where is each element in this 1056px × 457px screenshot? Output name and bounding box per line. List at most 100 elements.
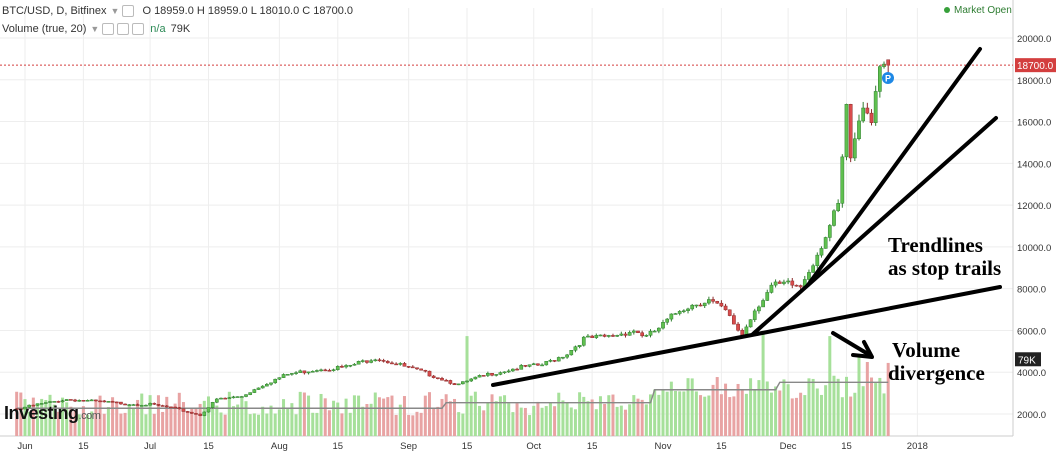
candle-body	[865, 107, 870, 114]
price-tick-label: 4000.0	[1017, 368, 1046, 379]
volume-bar	[69, 406, 73, 436]
trendline-2	[755, 285, 1002, 336]
volume-bar	[115, 401, 119, 436]
volume-moving-average	[16, 381, 889, 409]
candle-body	[619, 333, 624, 336]
candle-body	[98, 400, 102, 403]
volume-bar	[803, 395, 807, 436]
candle-body	[711, 299, 715, 302]
volume-bar	[302, 392, 306, 436]
volume-bar	[548, 402, 552, 436]
volume-bar	[269, 405, 273, 436]
candle-body	[456, 383, 461, 386]
volume-bar	[870, 377, 874, 436]
candle-body	[106, 401, 111, 403]
candle-body	[565, 354, 569, 358]
volume-bar	[211, 403, 215, 436]
candle-body	[682, 310, 686, 313]
candle-body	[302, 370, 307, 374]
volume-bar	[503, 395, 507, 436]
candle-body	[848, 104, 853, 159]
volume-bar	[232, 406, 235, 436]
volume-bar	[219, 412, 223, 436]
candle-body	[515, 368, 519, 371]
volume-bar	[753, 389, 757, 436]
volume-bar	[102, 413, 106, 436]
candle-body	[73, 399, 77, 402]
candle-body	[160, 405, 165, 407]
volume-bar	[653, 389, 657, 436]
volume-bar	[340, 413, 344, 436]
candle-body	[27, 404, 32, 408]
volume-close-button[interactable]	[132, 23, 145, 35]
volume-bar	[448, 401, 452, 436]
candle-body	[765, 292, 770, 301]
volume-bar	[319, 393, 323, 436]
candle-body	[114, 401, 119, 404]
candle-body	[169, 406, 173, 409]
volume-settings-button[interactable]	[117, 23, 130, 35]
volume-bar	[165, 396, 169, 436]
candle-body	[494, 374, 499, 376]
candle-body	[419, 368, 423, 371]
candle-body	[277, 377, 282, 380]
volume-bar	[719, 394, 723, 436]
price-tick-label: 6000.0	[1017, 326, 1046, 337]
volume-bar	[65, 402, 69, 436]
candle-body	[581, 336, 586, 346]
volume-bar	[56, 411, 60, 436]
candle-body	[331, 369, 336, 371]
volume-bar	[874, 383, 878, 436]
candle-body	[461, 381, 465, 385]
volume-bar	[790, 398, 794, 436]
volume-bar	[73, 410, 77, 436]
candle-body	[173, 406, 177, 409]
volume-bar	[369, 403, 373, 436]
candle-body	[148, 403, 152, 406]
candle-body	[94, 399, 98, 402]
candle-body	[623, 333, 628, 336]
candle-body	[827, 225, 832, 238]
candle-body	[31, 404, 36, 407]
candle-body	[110, 401, 115, 403]
volume-dropdown-icon[interactable]: ▼	[90, 24, 100, 34]
trendline-3	[751, 116, 998, 336]
volume-bar	[498, 396, 502, 436]
candle-body	[377, 359, 382, 362]
volume-bar	[724, 383, 728, 436]
candle-body	[773, 281, 778, 286]
time-tick-label: Jun	[17, 441, 32, 452]
volume-bar	[782, 379, 786, 436]
volume-bar	[119, 413, 123, 436]
symbol-dropdown-icon[interactable]: ▼	[110, 6, 120, 16]
candle-body	[644, 335, 649, 337]
volume-bar	[23, 399, 27, 436]
volume-bar	[161, 411, 165, 436]
volume-bar	[690, 378, 694, 436]
candle-body	[590, 335, 594, 338]
candle-body	[627, 332, 632, 336]
candle-body	[435, 377, 440, 379]
volume-bar	[290, 403, 294, 436]
candle-body	[840, 156, 845, 204]
volume-bar	[202, 400, 206, 436]
volume-bar	[415, 411, 419, 436]
candle-body	[265, 384, 269, 387]
volume-bar	[169, 406, 173, 436]
volume-bar	[540, 407, 544, 436]
candle-body	[290, 373, 294, 375]
volume-bar	[52, 404, 56, 436]
volume-bar	[398, 404, 402, 436]
volume-bar	[332, 400, 336, 436]
volume-bar	[440, 398, 444, 436]
symbol-settings-button[interactable]	[122, 5, 135, 17]
volume-visibility-button[interactable]	[102, 23, 115, 35]
volume-bar	[661, 389, 665, 436]
candle-body	[189, 411, 194, 414]
market-status-dot-icon	[944, 7, 950, 14]
volume-bar	[152, 413, 156, 436]
candle-body	[348, 364, 353, 367]
candle-body	[736, 323, 740, 331]
volume-bar	[423, 395, 427, 436]
